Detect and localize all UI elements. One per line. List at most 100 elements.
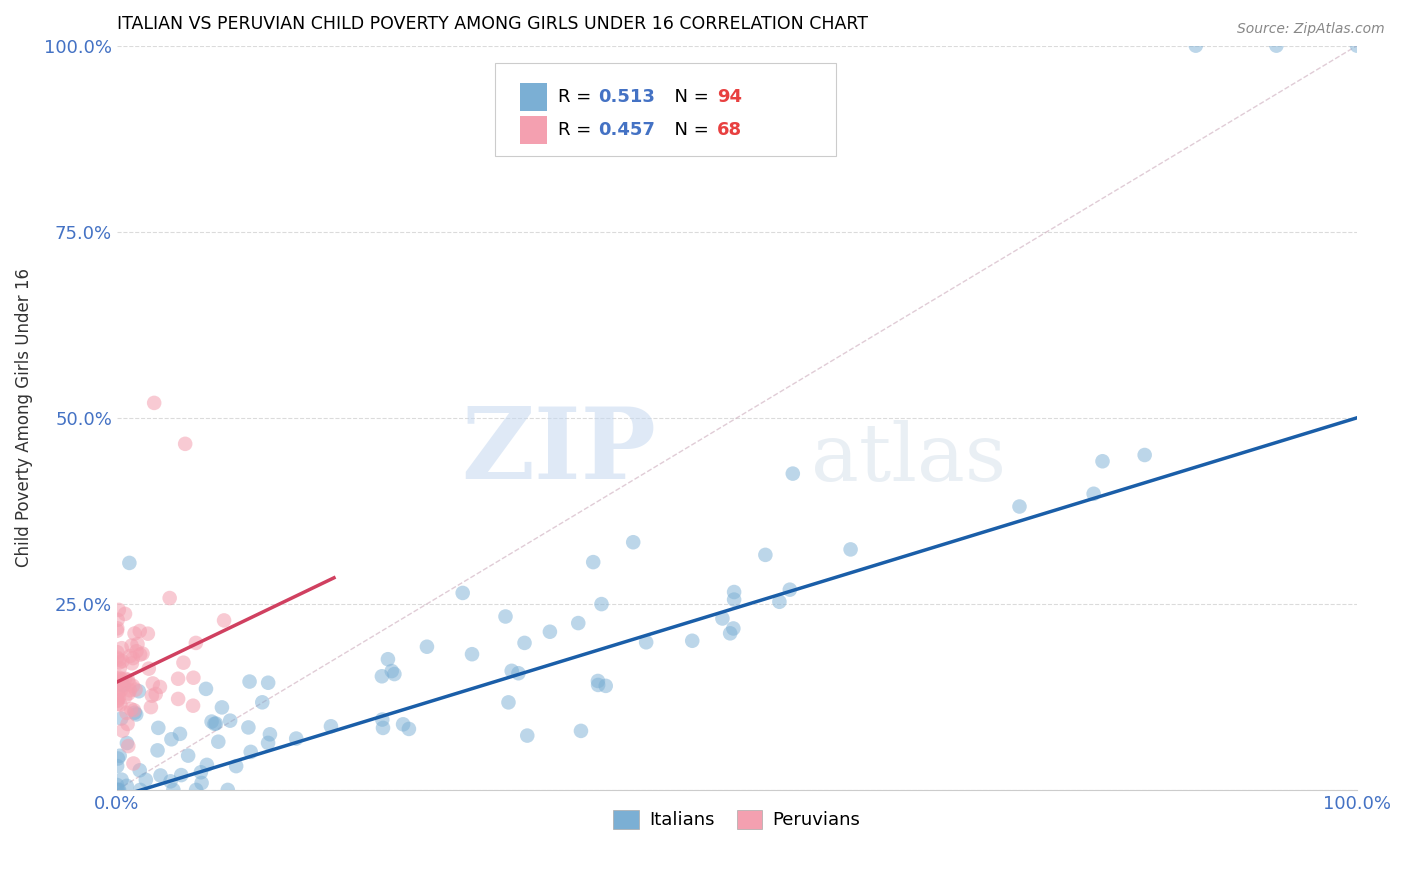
Point bbox=[122, 651, 145, 665]
Point bbox=[184, 783, 207, 797]
Point bbox=[259, 727, 281, 741]
Point bbox=[128, 624, 150, 638]
Text: N =: N = bbox=[662, 88, 714, 106]
Point bbox=[142, 676, 165, 690]
Point bbox=[117, 673, 139, 687]
Point bbox=[516, 729, 538, 743]
Point bbox=[839, 542, 862, 557]
Point bbox=[127, 637, 149, 651]
Point bbox=[371, 713, 394, 727]
Point bbox=[118, 556, 141, 570]
Point bbox=[211, 700, 233, 714]
Point bbox=[184, 636, 207, 650]
Point bbox=[107, 783, 129, 797]
Point bbox=[114, 690, 136, 704]
Point bbox=[105, 759, 128, 773]
Point bbox=[118, 677, 141, 691]
Text: 68: 68 bbox=[717, 120, 742, 139]
Point bbox=[190, 776, 212, 790]
Text: 0.513: 0.513 bbox=[598, 88, 655, 106]
FancyBboxPatch shape bbox=[520, 116, 547, 144]
Point bbox=[117, 687, 139, 701]
Point bbox=[200, 714, 222, 729]
Point bbox=[110, 683, 132, 698]
Point bbox=[569, 723, 592, 738]
Point bbox=[371, 721, 394, 735]
Point bbox=[121, 679, 143, 693]
Point bbox=[115, 779, 138, 793]
Point bbox=[141, 689, 163, 703]
Legend: Italians, Peruvians: Italians, Peruvians bbox=[606, 803, 868, 837]
Point bbox=[129, 648, 152, 662]
Point bbox=[586, 673, 609, 688]
Point bbox=[115, 736, 138, 750]
Point bbox=[190, 765, 212, 780]
Text: R =: R = bbox=[558, 88, 598, 106]
Point bbox=[143, 396, 166, 410]
Point bbox=[319, 719, 342, 733]
Point bbox=[105, 645, 128, 659]
Point bbox=[122, 756, 145, 771]
Point bbox=[108, 671, 131, 685]
Point bbox=[108, 603, 131, 617]
Point bbox=[148, 721, 170, 735]
Text: R =: R = bbox=[558, 120, 598, 139]
Point bbox=[159, 591, 181, 605]
Point bbox=[219, 714, 242, 728]
Point bbox=[681, 633, 703, 648]
Point bbox=[118, 683, 141, 698]
Point bbox=[110, 772, 132, 787]
Point bbox=[108, 783, 131, 797]
Point bbox=[1091, 454, 1114, 468]
Point bbox=[768, 595, 790, 609]
Point bbox=[105, 783, 128, 797]
Point bbox=[112, 678, 135, 692]
Point bbox=[135, 772, 157, 787]
Point bbox=[591, 597, 613, 611]
Point bbox=[169, 727, 191, 741]
Point bbox=[381, 664, 404, 678]
Point bbox=[538, 624, 561, 639]
Point bbox=[451, 586, 474, 600]
Text: 94: 94 bbox=[717, 88, 742, 106]
Point bbox=[582, 555, 605, 569]
Point bbox=[111, 641, 134, 656]
Point bbox=[595, 679, 617, 693]
Point bbox=[108, 656, 131, 670]
Point bbox=[225, 759, 247, 773]
Y-axis label: Child Poverty Among Girls Under 16: Child Poverty Among Girls Under 16 bbox=[15, 268, 32, 567]
Point bbox=[108, 748, 131, 763]
Point bbox=[146, 743, 169, 757]
Point bbox=[139, 700, 162, 714]
Point bbox=[170, 768, 193, 782]
Point bbox=[217, 783, 239, 797]
Point bbox=[117, 739, 139, 753]
Point bbox=[377, 652, 399, 666]
Point bbox=[416, 640, 439, 654]
Point bbox=[138, 662, 160, 676]
Point bbox=[513, 636, 536, 650]
Point bbox=[128, 684, 150, 698]
Point bbox=[238, 721, 260, 735]
Point bbox=[121, 639, 143, 653]
Point bbox=[105, 778, 128, 792]
Point bbox=[110, 712, 132, 726]
Point bbox=[371, 669, 394, 683]
Point bbox=[238, 674, 260, 689]
Point bbox=[183, 671, 205, 685]
Point bbox=[105, 624, 128, 638]
Point bbox=[1008, 500, 1031, 514]
Point bbox=[105, 693, 128, 707]
Text: ITALIAN VS PERUVIAN CHILD POVERTY AMONG GIRLS UNDER 16 CORRELATION CHART: ITALIAN VS PERUVIAN CHILD POVERTY AMONG … bbox=[117, 15, 868, 33]
Point bbox=[398, 722, 420, 736]
Point bbox=[120, 702, 142, 716]
Text: N =: N = bbox=[662, 120, 714, 139]
Point bbox=[586, 678, 609, 692]
Point bbox=[252, 695, 274, 709]
Point bbox=[117, 717, 139, 731]
Point bbox=[723, 592, 745, 607]
Point bbox=[149, 768, 172, 782]
Point bbox=[108, 661, 131, 675]
Point bbox=[111, 723, 134, 738]
Point bbox=[392, 717, 415, 731]
